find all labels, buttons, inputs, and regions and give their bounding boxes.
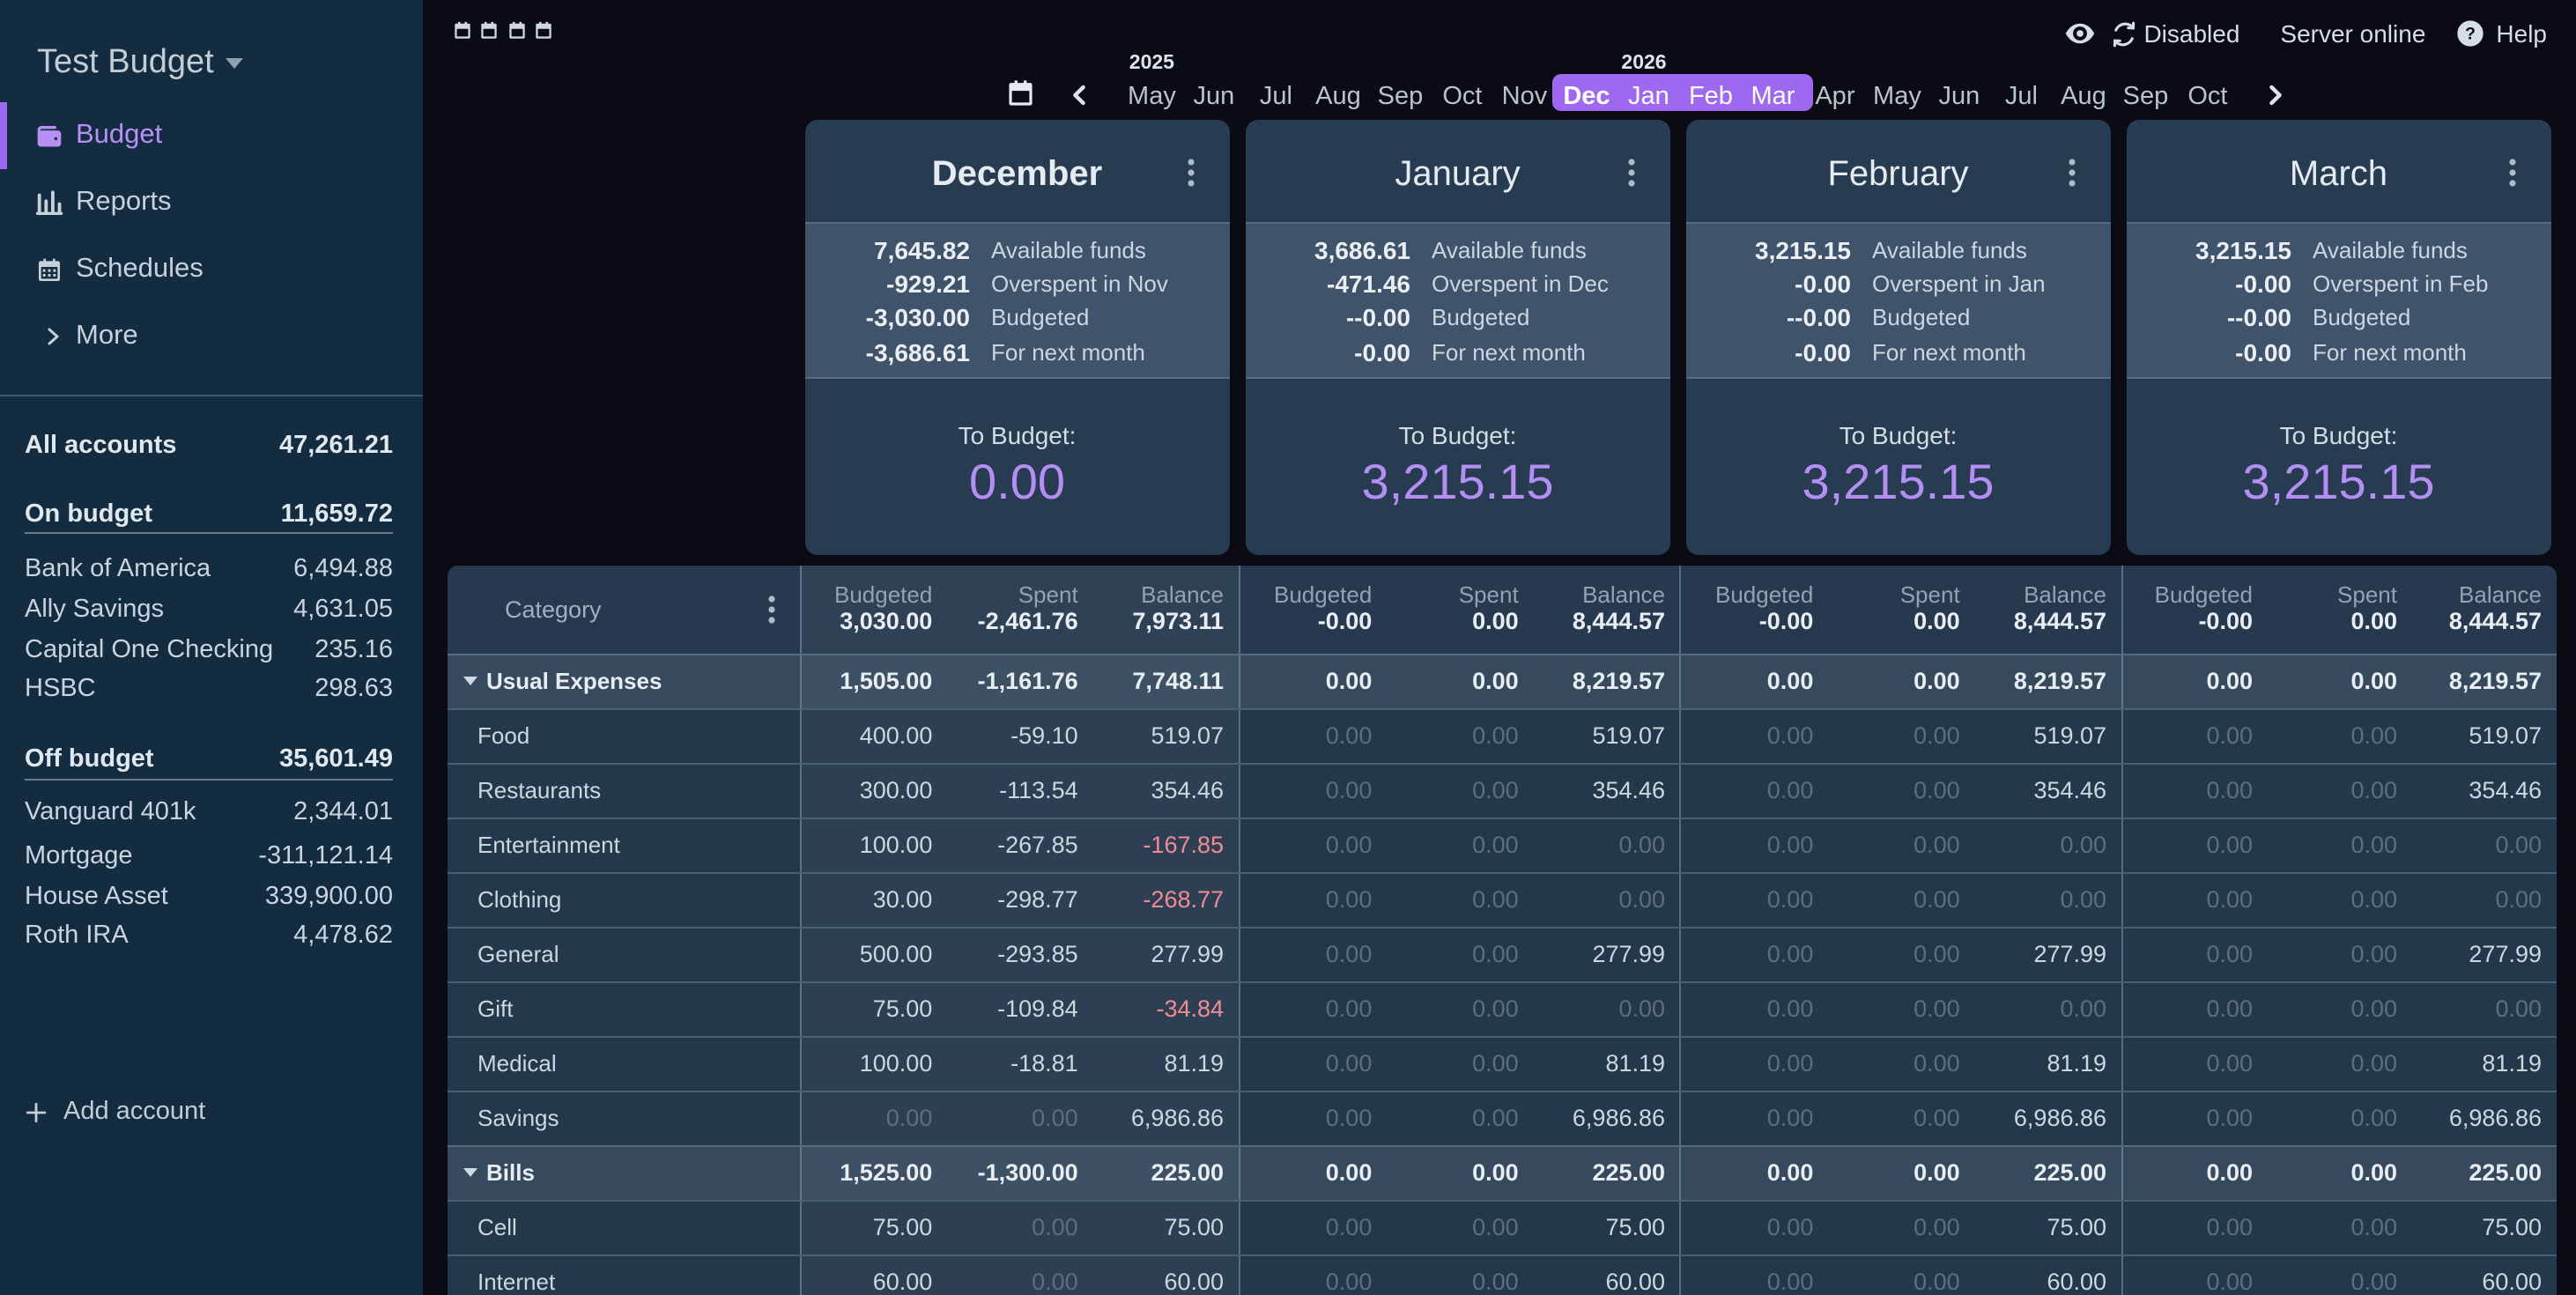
- svg-text:?: ?: [2465, 26, 2476, 44]
